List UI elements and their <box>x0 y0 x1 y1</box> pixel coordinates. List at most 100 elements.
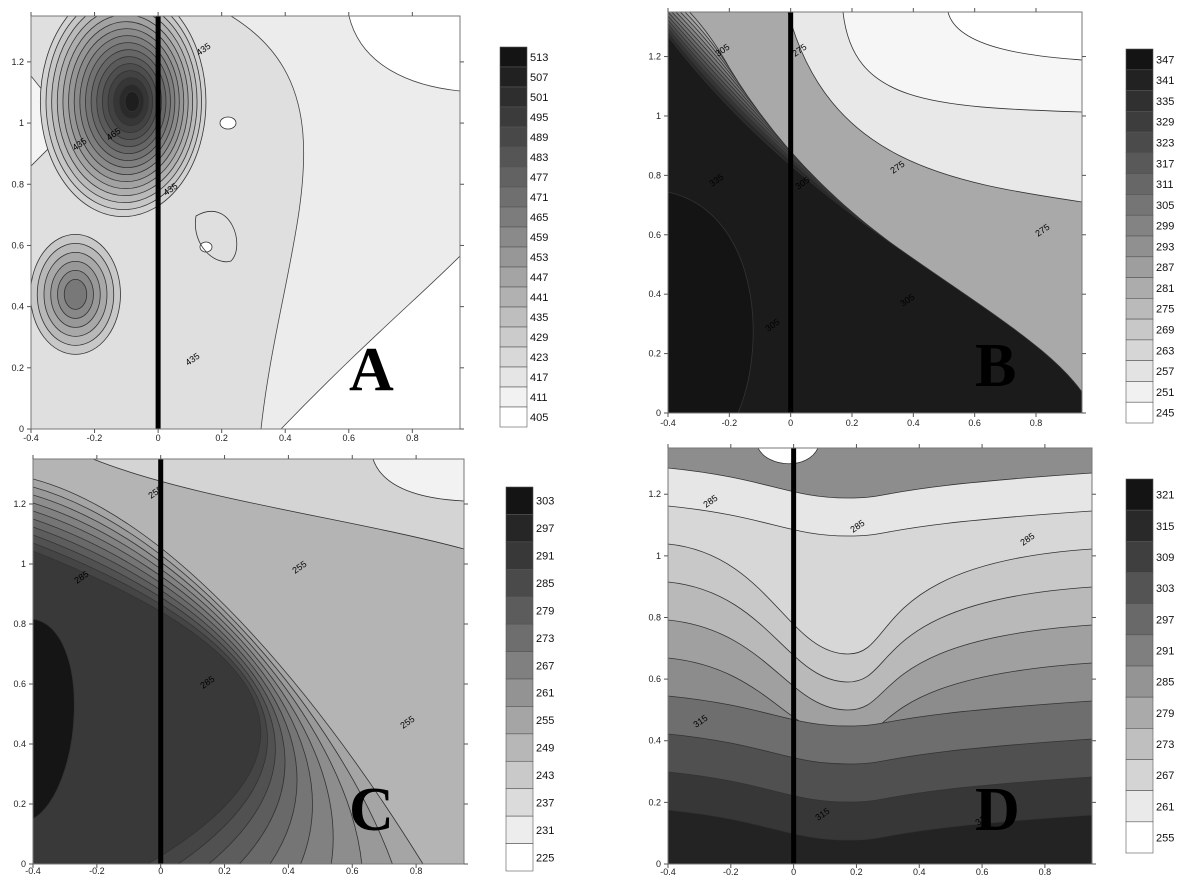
legend-swatch <box>1125 152 1154 174</box>
x-tick-label: 0.4 <box>279 433 292 443</box>
plot-frame <box>667 447 1093 865</box>
legend-swatch <box>1125 509 1154 542</box>
x-tick-label: -0.4 <box>25 866 41 876</box>
y-tick-label: 0.2 <box>13 799 26 809</box>
x-tick-label: 0.4 <box>282 866 295 876</box>
legend-level-label: 341 <box>1156 75 1174 87</box>
legend-swatch <box>1125 360 1154 382</box>
legend-swatch <box>1125 541 1154 573</box>
legend-level-label: 429 <box>530 332 548 344</box>
legend-level-label: 435 <box>530 312 548 324</box>
legend-level-label: 405 <box>530 412 548 424</box>
y-tick-label: 0.8 <box>13 619 26 629</box>
legend-level-label: 459 <box>530 232 548 244</box>
legend-level-label: 321 <box>1156 490 1174 502</box>
y-tick-label: 1 <box>656 111 661 121</box>
x-tick-label: 0.2 <box>846 418 859 428</box>
y-tick-label: 1.2 <box>648 489 661 499</box>
y-tick-label: 0 <box>656 408 661 418</box>
legend-level-label: 309 <box>1156 552 1174 564</box>
legend-swatch <box>1125 298 1154 320</box>
y-tick-label: 0.4 <box>648 736 661 746</box>
legend-level-label: 291 <box>1156 645 1174 657</box>
y-tick-label: 0 <box>19 424 24 434</box>
legend-level-label: 267 <box>536 660 554 672</box>
legend-level-label: 263 <box>1156 345 1174 357</box>
legend-level-label: 281 <box>1156 283 1174 295</box>
x-tick-label: 0.6 <box>976 867 989 877</box>
x-tick-label: 0.4 <box>913 867 926 877</box>
legend-swatch <box>505 514 534 543</box>
legend-swatch <box>1125 634 1154 667</box>
legend-swatch <box>499 106 528 128</box>
legend-level-label: 501 <box>530 92 548 104</box>
legend-swatch <box>505 815 534 844</box>
legend-swatch <box>499 206 528 228</box>
legend-level-label: 335 <box>1156 96 1174 108</box>
legend-level-label: 489 <box>530 132 548 144</box>
y-tick-label: 0.6 <box>13 679 26 689</box>
legend-swatch <box>1125 381 1154 403</box>
x-tick-label: 0.8 <box>410 866 423 876</box>
y-tick-label: 0.2 <box>648 349 661 359</box>
legend-swatch <box>1125 194 1154 216</box>
legend-level-label: 417 <box>530 372 548 384</box>
legend-swatch <box>499 66 528 88</box>
x-tick-label: 0.6 <box>968 418 981 428</box>
legend-level-label: 279 <box>1156 708 1174 720</box>
legend-level-label: 513 <box>530 52 548 64</box>
contour-line <box>194 211 238 263</box>
legend-level-label: 273 <box>536 633 554 645</box>
legend-level-label: 423 <box>530 352 548 364</box>
contour-island <box>219 116 237 130</box>
color-legend: 513 507 501 495 489 483 477 471 465 459 453 447 441 4… <box>499 46 548 428</box>
legend-swatch <box>1125 759 1154 791</box>
legend-level-label: 453 <box>530 252 548 264</box>
legend-swatch <box>505 486 534 515</box>
legend-swatch <box>1125 235 1154 258</box>
color-legend: 303 297 291 285 279 273 267 261 255 249 243 237 231 2… <box>505 486 554 872</box>
y-tick-label: 0.2 <box>648 797 661 807</box>
legend-swatch <box>1125 696 1154 729</box>
legend-swatch <box>1125 478 1154 511</box>
panel-letter: B <box>975 332 1016 400</box>
panel-letter: A <box>349 336 394 404</box>
y-tick-label: 1 <box>19 118 24 128</box>
legend-swatch <box>499 346 528 368</box>
legend-swatch <box>1125 821 1154 854</box>
y-tick-label: 0.6 <box>648 230 661 240</box>
legend-swatch <box>499 246 528 268</box>
legend-level-label: 483 <box>530 152 548 164</box>
legend-swatch <box>505 706 534 735</box>
legend-swatch <box>505 651 534 680</box>
legend-level-label: 303 <box>536 496 554 508</box>
y-tick-label: 0.4 <box>13 739 26 749</box>
legend-level-label: 275 <box>1156 304 1174 316</box>
y-tick-label: 0.6 <box>11 240 24 250</box>
legend-level-label: 447 <box>530 272 548 284</box>
contour-band <box>33 618 75 820</box>
contour-band <box>33 550 262 864</box>
panel-letter: C <box>349 776 394 844</box>
legend-level-label: 471 <box>530 192 548 204</box>
legend-swatch <box>505 733 534 762</box>
legend-level-label: 225 <box>536 852 554 864</box>
legend-swatch <box>1125 69 1154 91</box>
legend-level-label: 255 <box>1156 832 1174 844</box>
legend-level-label: 317 <box>1156 158 1174 170</box>
legend-swatch <box>1125 277 1154 299</box>
y-tick-label: 0.4 <box>648 289 661 299</box>
x-tick-label: 0.8 <box>406 433 419 443</box>
contour-ring <box>63 278 88 310</box>
legend-swatch <box>505 788 534 817</box>
legend-swatch <box>499 386 528 408</box>
legend-level-label: 299 <box>1156 221 1174 233</box>
contour-band <box>668 35 1082 413</box>
legend-swatch <box>505 678 534 707</box>
y-tick-label: 1.2 <box>11 57 24 67</box>
